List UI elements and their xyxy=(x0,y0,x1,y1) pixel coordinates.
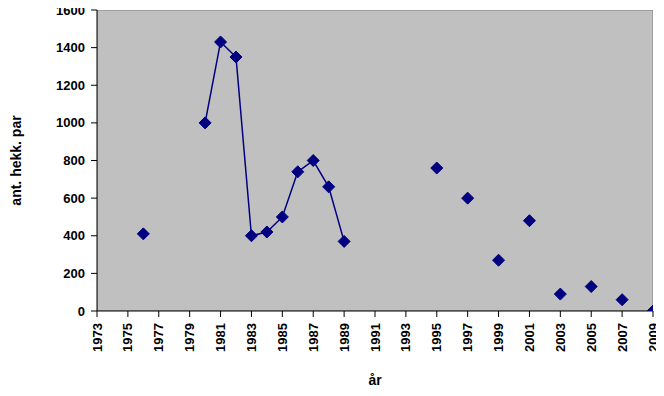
svg-text:1981: 1981 xyxy=(213,323,228,352)
svg-text:2009: 2009 xyxy=(646,323,657,352)
svg-text:1983: 1983 xyxy=(244,323,259,352)
svg-text:1989: 1989 xyxy=(337,323,352,352)
svg-text:1200: 1200 xyxy=(56,78,85,93)
svg-text:1600: 1600 xyxy=(56,8,85,18)
svg-text:ant. hekk. par: ant. hekk. par xyxy=(8,115,24,206)
svg-text:1979: 1979 xyxy=(182,323,197,352)
svg-text:2005: 2005 xyxy=(584,323,599,352)
svg-text:2003: 2003 xyxy=(553,323,568,352)
svg-text:2007: 2007 xyxy=(615,323,630,352)
svg-text:800: 800 xyxy=(63,153,85,168)
svg-text:1400: 1400 xyxy=(56,40,85,55)
svg-text:1991: 1991 xyxy=(368,323,383,352)
svg-text:1997: 1997 xyxy=(460,323,475,352)
svg-text:0: 0 xyxy=(78,304,85,319)
svg-text:1975: 1975 xyxy=(120,323,135,352)
svg-text:1977: 1977 xyxy=(151,323,166,352)
svg-text:1973: 1973 xyxy=(90,323,105,352)
svg-text:600: 600 xyxy=(63,191,85,206)
svg-text:1985: 1985 xyxy=(275,323,290,352)
svg-text:1995: 1995 xyxy=(429,323,444,352)
svg-text:400: 400 xyxy=(63,228,85,243)
svg-text:1993: 1993 xyxy=(398,323,413,352)
svg-text:200: 200 xyxy=(63,266,85,281)
svg-text:2001: 2001 xyxy=(522,323,537,352)
svg-text:1999: 1999 xyxy=(491,323,506,352)
svg-text:år: år xyxy=(368,372,382,388)
svg-text:1000: 1000 xyxy=(56,115,85,130)
svg-text:1987: 1987 xyxy=(306,323,321,352)
